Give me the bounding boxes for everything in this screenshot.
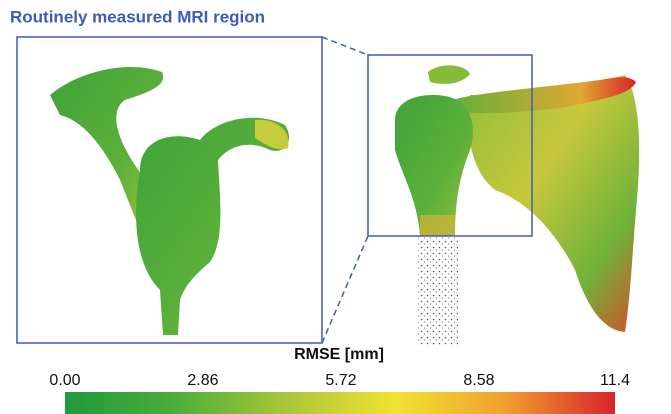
tick-label: 2.86 [187,372,218,389]
tick-label: 5.72 [325,372,356,389]
connector [322,236,368,343]
colorbar-label: RMSE [mm] [294,346,384,363]
tick-label: 8.58 [463,372,494,389]
tick-label: 11.4 [600,372,630,389]
title: Routinely measured MRI region [10,7,265,26]
zoom-render [50,67,289,335]
tick-label: 0.00 [49,372,80,389]
figure: Routinely measured MRI region RMSE [mm] … [0,0,671,414]
connector [322,37,368,55]
shoulder-render [395,65,639,345]
colorbar [65,392,615,414]
